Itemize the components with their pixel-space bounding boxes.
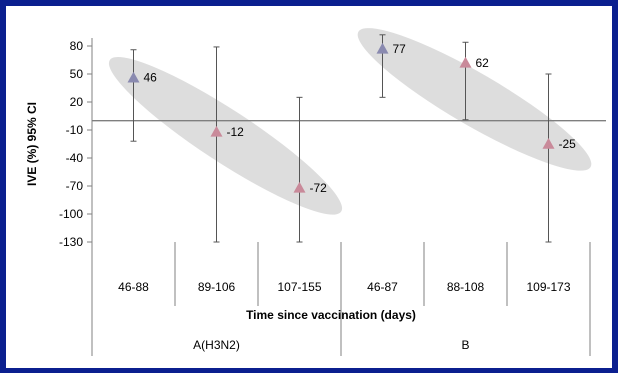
data-point [459, 56, 472, 68]
category-label: 89-106 [198, 280, 236, 294]
highlight-ellipses [108, 28, 592, 215]
category-label: 109-173 [526, 280, 570, 294]
group-label: B [461, 338, 469, 352]
data-point [376, 42, 389, 54]
y-tick-label: -70 [66, 179, 84, 193]
data-point [127, 71, 140, 83]
y-tick-label: -40 [66, 151, 84, 165]
y-tick-label: -100 [59, 207, 83, 221]
axes: 80 50 20 -10 -40 -70 -100 -130 IVE (%) 95% CI [25, 38, 606, 249]
data-label: 46 [144, 71, 158, 85]
category-label: 88-108 [447, 280, 485, 294]
group-label: A(H3N2) [193, 338, 240, 352]
y-tick-label: -10 [66, 123, 84, 137]
y-axis-title: IVE (%) 95% CI [25, 102, 39, 186]
data-label: 62 [476, 56, 490, 70]
data-label: -25 [559, 137, 577, 151]
error-bars [130, 34, 552, 243]
data-label: -12 [227, 125, 245, 139]
highlight-ellipse-b [357, 28, 592, 171]
x-axis-title: Time since vaccination (days) [246, 308, 416, 322]
ive-chart: 80 50 20 -10 -40 -70 -100 -130 IVE (%) 95% CI 46… [25, 28, 606, 356]
category-label: 107-155 [277, 280, 321, 294]
y-tick-label: 80 [70, 39, 84, 53]
category-axis: 46-88 89-106 107-155 46-87 88-108 109-173 Time… [91, 242, 591, 356]
data-point [542, 138, 555, 149]
data-point [293, 181, 306, 193]
y-tick-label: 20 [70, 95, 84, 109]
y-tick-label: -130 [59, 235, 83, 249]
category-label: 46-87 [367, 280, 398, 294]
data-labels: 46 -12 -72 77 62 -25 [144, 42, 577, 195]
category-label: 46-88 [118, 280, 149, 294]
data-label: -72 [310, 181, 328, 195]
data-points [127, 42, 555, 193]
highlight-ellipse-a-h3n2- [108, 57, 343, 215]
y-tick-label: 50 [70, 67, 84, 81]
chart-panel: 80 50 20 -10 -40 -70 -100 -130 IVE (%) 95% CI 46… [6, 6, 612, 368]
data-label: 77 [393, 42, 407, 56]
data-point [210, 125, 223, 137]
